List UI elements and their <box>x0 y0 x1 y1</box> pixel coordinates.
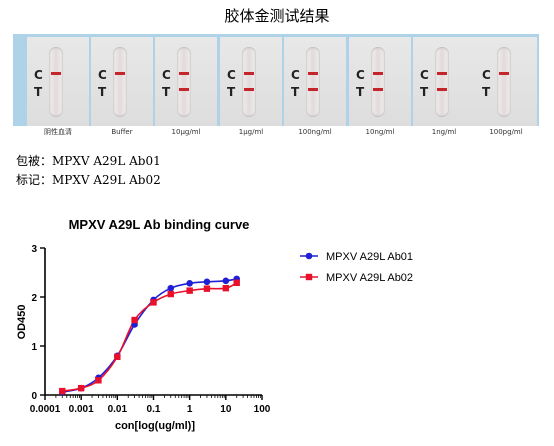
x-tick-label: 100 <box>254 404 271 415</box>
labeling-antibody-label: 标记：MPXV A29L Ab02 <box>16 173 161 187</box>
control-line-label: C <box>482 68 491 82</box>
legend-marker <box>305 273 313 281</box>
data-point-series-2 <box>95 377 102 384</box>
test-line-label: T <box>291 85 300 99</box>
data-point-series-2 <box>233 279 240 286</box>
legend-marker <box>305 252 313 260</box>
chart-title: MPXV A29L Ab binding curve <box>69 217 250 232</box>
test-line <box>308 88 318 91</box>
test-line-label: T <box>420 85 429 99</box>
control-line <box>499 72 509 75</box>
control-line <box>179 72 189 75</box>
test-line <box>179 88 189 91</box>
result-window <box>435 47 449 117</box>
x-axis-label: con[log(ug/ml)] <box>115 420 195 432</box>
strip-caption: 1μg/ml <box>238 128 264 136</box>
fit-curve-series-2 <box>62 282 238 392</box>
x-tick-label: 10 <box>220 404 232 415</box>
x-tick-label: 0.1 <box>147 404 161 415</box>
data-point-series-1 <box>167 284 175 292</box>
x-tick-label: 0.01 <box>108 404 128 415</box>
legend: MPXV A29L Ab01 MPXV A29L Ab02 <box>300 251 413 284</box>
control-line <box>308 72 318 75</box>
result-window <box>497 47 511 117</box>
control-line <box>115 72 125 75</box>
test-line-label: T <box>98 85 107 99</box>
page-title: 胶体金测试结果 <box>224 7 330 25</box>
strip-caption: Buffer <box>111 128 133 136</box>
legend-label: MPXV A29L Ab01 <box>326 251 413 263</box>
data-point-series-2 <box>222 284 230 292</box>
strip-caption: 阴性血清 <box>44 128 72 136</box>
x-tick-label: 0.001 <box>69 404 94 415</box>
y-tick-label: 1 <box>31 342 37 353</box>
test-line-label: T <box>34 85 43 99</box>
data-point-series-2 <box>167 290 174 298</box>
test-line <box>437 88 447 91</box>
y-tick-label: 0 <box>31 391 37 402</box>
strip-caption-bar: 阴性血清 Buffer 10μg/ml 1μg/ml 100ng/ml 10ng/ml 1n… <box>13 126 539 139</box>
y-axis-label: OD450 <box>16 305 28 340</box>
test-line-label: T <box>356 85 365 99</box>
control-line <box>437 72 447 75</box>
control-line-label: C <box>34 68 43 82</box>
axes: 0.0001 0.001 0.01 0.1 1 10 100 0 1 2 3 <box>30 244 271 415</box>
data-point-series-2 <box>203 285 211 292</box>
strip-caption: 100pg/ml <box>489 128 523 136</box>
result-window <box>242 47 256 117</box>
result-window <box>371 47 385 117</box>
control-line-label: C <box>162 68 171 82</box>
legend-label: MPXV A29L Ab02 <box>326 272 413 284</box>
data-point-series-2 <box>59 387 66 395</box>
test-line <box>244 88 254 91</box>
control-line-label: C <box>98 68 107 82</box>
y-tick-label: 3 <box>31 244 37 255</box>
data-point-series-1 <box>222 277 230 285</box>
control-line-label: C <box>356 68 365 82</box>
control-line-label: C <box>227 68 236 82</box>
y-tick-label: 2 <box>31 293 37 304</box>
fit-curves <box>62 278 238 393</box>
data-points <box>58 275 241 396</box>
data-point-series-1 <box>203 278 211 286</box>
result-window <box>177 47 191 117</box>
strip-caption: 10ng/ml <box>365 128 395 136</box>
control-line <box>51 72 61 75</box>
strip-caption: 1ng/ml <box>431 128 457 136</box>
strip-caption: 100ng/ml <box>298 128 332 136</box>
data-point-series-1 <box>186 279 193 287</box>
control-line <box>373 72 383 75</box>
coating-antibody-label: 包被：MPXV A29L Ab01 <box>16 154 161 168</box>
test-line-label: T <box>227 85 236 99</box>
data-point-series-2 <box>131 316 138 324</box>
data-point-series-2 <box>186 287 193 294</box>
control-line <box>244 72 254 75</box>
test-line-label: T <box>162 85 171 99</box>
result-window <box>113 47 127 117</box>
result-window <box>49 47 63 117</box>
binding-curve-chart: MPXV A29L Ab binding curve OD450 con[log… <box>16 217 413 432</box>
x-tick-label: 0.0001 <box>30 404 61 415</box>
data-point-series-2 <box>150 299 157 306</box>
test-line-label: T <box>482 85 491 99</box>
data-point-series-2 <box>114 353 121 360</box>
data-point-series-2 <box>77 384 85 392</box>
control-line-label: C <box>420 68 429 82</box>
strip-caption: 10μg/ml <box>171 128 201 136</box>
test-line <box>373 88 383 91</box>
x-tick-label: 1 <box>187 404 193 415</box>
result-window <box>306 47 320 117</box>
fit-curve-series-1 <box>62 278 237 393</box>
control-line-label: C <box>291 68 300 82</box>
